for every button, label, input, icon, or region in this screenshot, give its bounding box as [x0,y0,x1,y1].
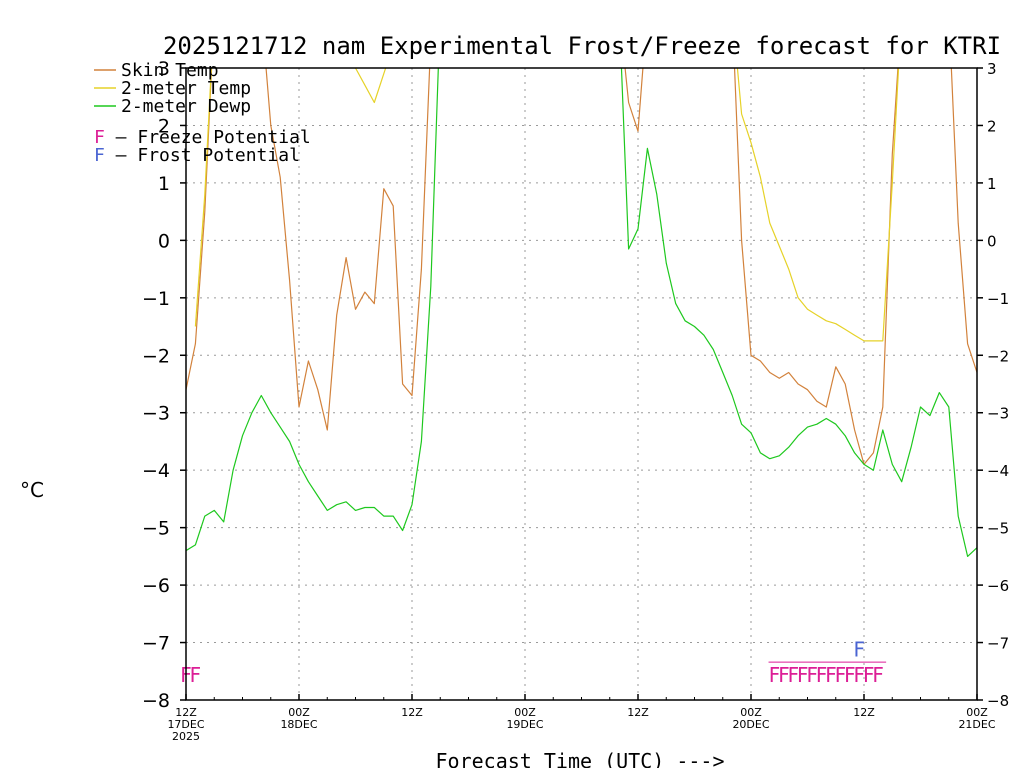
legend-label: 2-meter Temp [121,78,251,99]
freeze-mark: F [825,663,837,687]
freeze-mark: F [806,663,818,687]
series-line-2-meter-temp [194,68,900,342]
y-tick-label-right: −4 [987,462,1009,480]
freeze-mark: F [844,663,856,687]
y-tick-label-right: −6 [987,577,1009,595]
y-tick-label-right: −5 [987,520,1009,538]
series-line-2-meter-dewp [186,68,977,558]
x-tick-label: 00Z [514,706,536,719]
freeze-mark: F [863,663,875,687]
freeze-mark: F [816,663,828,687]
y-tick-label-left: −2 [142,345,170,367]
x-tick-label: 12Z [401,706,423,719]
y-tick-label-right: 1 [987,175,997,193]
freeze-mark: F [190,663,202,687]
potential-legend-entry: F – Frost Potential [94,145,300,166]
potential-legend-entry: F – Freeze Potential [94,127,311,148]
y-tick-label-left: 0 [158,230,170,252]
x-tick-label: 00Z [966,706,988,719]
freeze-mark: F [797,663,809,687]
x-axis-label: Forecast Time (UTC) ---> [436,749,725,768]
freeze-mark: F [854,663,866,687]
x-tick-label: 20DEC [732,718,769,731]
y-axis-label: °C [20,478,44,502]
grid-lines [186,68,977,700]
y-tick-label-right: 2 [987,117,997,135]
y-tick-label-left: 2 [158,115,170,137]
y-tick-label-right: −7 [987,635,1009,653]
y-tick-label-left: −8 [142,690,170,712]
x-tick-label: 12Z [627,706,649,719]
y-tick-label-left: −5 [142,518,170,540]
chart-title: 2025121712 nam Experimental Frost/Freeze… [163,32,1001,60]
legend-label: Skin Temp [121,60,219,81]
freeze-mark: F [835,663,847,687]
y-tick-label-right: −1 [987,290,1009,308]
freeze-mark: F [788,663,800,687]
potential-legend-letter: F [94,145,105,166]
x-tick-label: 21DEC [958,718,995,731]
y-tick-label-left: −3 [142,403,170,425]
series-line-skin-temp [186,68,977,465]
plot-frame [185,67,978,701]
x-tick-label: 19DEC [506,718,543,731]
x-tick-label: 12Z [853,706,875,719]
x-tick-label: 18DEC [280,718,317,731]
potential-legend-text: – Freeze Potential [105,127,311,148]
x-tick-label: 00Z [740,706,762,719]
potential-legend-text: – Frost Potential [105,145,300,166]
x-tick-label: 17DEC [167,718,204,731]
freeze-mark: F [769,663,781,687]
y-tick-label-right: 3 [987,60,997,78]
axis-ticks: −8 −8 −7 −7 −6 −6 −5 −5 −4 −4 −3 −3 −2 −2 −1 −1 0 0 1 1 2 2 3 3… [142,58,1009,743]
x-tick-label: 12Z [175,706,197,719]
legend-label: 2-meter Dewp [121,96,251,117]
y-tick-label-right: −2 [987,347,1009,365]
x-tick-label: 2025 [172,730,200,743]
y-tick-label-right: −3 [987,405,1009,423]
freeze-mark: F [872,663,884,687]
y-tick-label-right: −8 [987,692,1009,710]
y-tick-label-right: 0 [987,232,997,250]
frost-mark: F [854,637,866,661]
freeze-mark: F [778,663,790,687]
potential-legend-letter: F [94,127,105,148]
y-tick-label-left: −6 [142,575,170,597]
series-lines [186,68,977,558]
y-tick-label-left: −7 [142,633,170,655]
x-tick-label: 00Z [288,706,310,719]
y-tick-label-left: −4 [142,460,170,482]
y-tick-label-left: −1 [142,288,170,310]
y-tick-label-left: 3 [158,58,170,80]
y-tick-label-left: 1 [158,173,170,195]
